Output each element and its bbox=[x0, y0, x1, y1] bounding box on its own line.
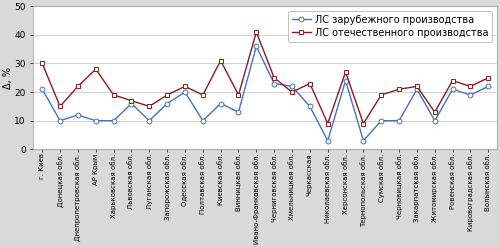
ЛС отечественного производства bbox=[182, 85, 188, 88]
ЛС отечественного производства bbox=[307, 82, 313, 85]
ЛС зарубежного производства bbox=[39, 88, 45, 91]
Line: ЛС отечественного производства: ЛС отечественного производства bbox=[40, 30, 490, 126]
ЛС зарубежного производства bbox=[218, 102, 224, 105]
ЛС отечественного производства bbox=[342, 71, 348, 74]
ЛС зарубежного производства bbox=[182, 91, 188, 94]
ЛС отечественного производства bbox=[450, 79, 456, 82]
ЛС зарубежного производства bbox=[110, 119, 116, 122]
ЛС отечественного производства bbox=[218, 59, 224, 62]
ЛС отечественного производства bbox=[200, 93, 206, 96]
ЛС отечественного производства bbox=[236, 93, 242, 96]
ЛС отечественного производства bbox=[39, 62, 45, 65]
ЛС зарубежного производства bbox=[324, 139, 330, 142]
ЛС отечественного производства bbox=[486, 76, 492, 79]
ЛС зарубежного производства bbox=[128, 102, 134, 105]
ЛС зарубежного производства bbox=[289, 85, 295, 88]
ЛС зарубежного производства bbox=[75, 114, 81, 117]
ЛС зарубежного производства bbox=[360, 139, 366, 142]
ЛС отечественного производства bbox=[378, 93, 384, 96]
ЛС зарубежного производства bbox=[432, 119, 438, 122]
ЛС зарубежного производства bbox=[396, 119, 402, 122]
ЛС зарубежного производства bbox=[450, 88, 456, 91]
Y-axis label: Δ, %: Δ, % bbox=[3, 67, 13, 89]
ЛС зарубежного производства bbox=[236, 111, 242, 114]
ЛС зарубежного производства bbox=[93, 119, 99, 122]
ЛС отечественного производства bbox=[360, 122, 366, 125]
ЛС зарубежного производства bbox=[271, 82, 277, 85]
ЛС отечественного производства bbox=[468, 85, 473, 88]
ЛС отечественного производства bbox=[164, 93, 170, 96]
ЛС зарубежного производства bbox=[200, 119, 206, 122]
ЛС отечественного производства bbox=[271, 76, 277, 79]
ЛС отечественного производства bbox=[289, 91, 295, 94]
Legend: ЛС зарубежного производства, ЛС отечественного производства: ЛС зарубежного производства, ЛС отечеств… bbox=[288, 11, 492, 42]
ЛС зарубежного производства bbox=[307, 105, 313, 108]
ЛС отечественного производства bbox=[324, 122, 330, 125]
ЛС зарубежного производства bbox=[164, 102, 170, 105]
ЛС зарубежного производства bbox=[378, 119, 384, 122]
ЛС зарубежного производства bbox=[342, 79, 348, 82]
ЛС отечественного производства bbox=[254, 31, 260, 34]
ЛС отечественного производства bbox=[110, 93, 116, 96]
ЛС зарубежного производства bbox=[254, 45, 260, 48]
Line: ЛС зарубежного производства: ЛС зарубежного производства bbox=[40, 44, 490, 143]
ЛС зарубежного производства bbox=[146, 119, 152, 122]
ЛС отечественного производства bbox=[128, 99, 134, 102]
ЛС отечественного производства bbox=[146, 105, 152, 108]
ЛС отечественного производства bbox=[396, 88, 402, 91]
ЛС зарубежного производства bbox=[486, 85, 492, 88]
ЛС зарубежного производства bbox=[57, 119, 63, 122]
ЛС зарубежного производства bbox=[468, 93, 473, 96]
ЛС отечественного производства bbox=[57, 105, 63, 108]
ЛС отечественного производства bbox=[93, 68, 99, 71]
ЛС отечественного производства bbox=[75, 85, 81, 88]
ЛС отечественного производства bbox=[414, 85, 420, 88]
ЛС отечественного производства bbox=[432, 111, 438, 114]
ЛС зарубежного производства bbox=[414, 88, 420, 91]
